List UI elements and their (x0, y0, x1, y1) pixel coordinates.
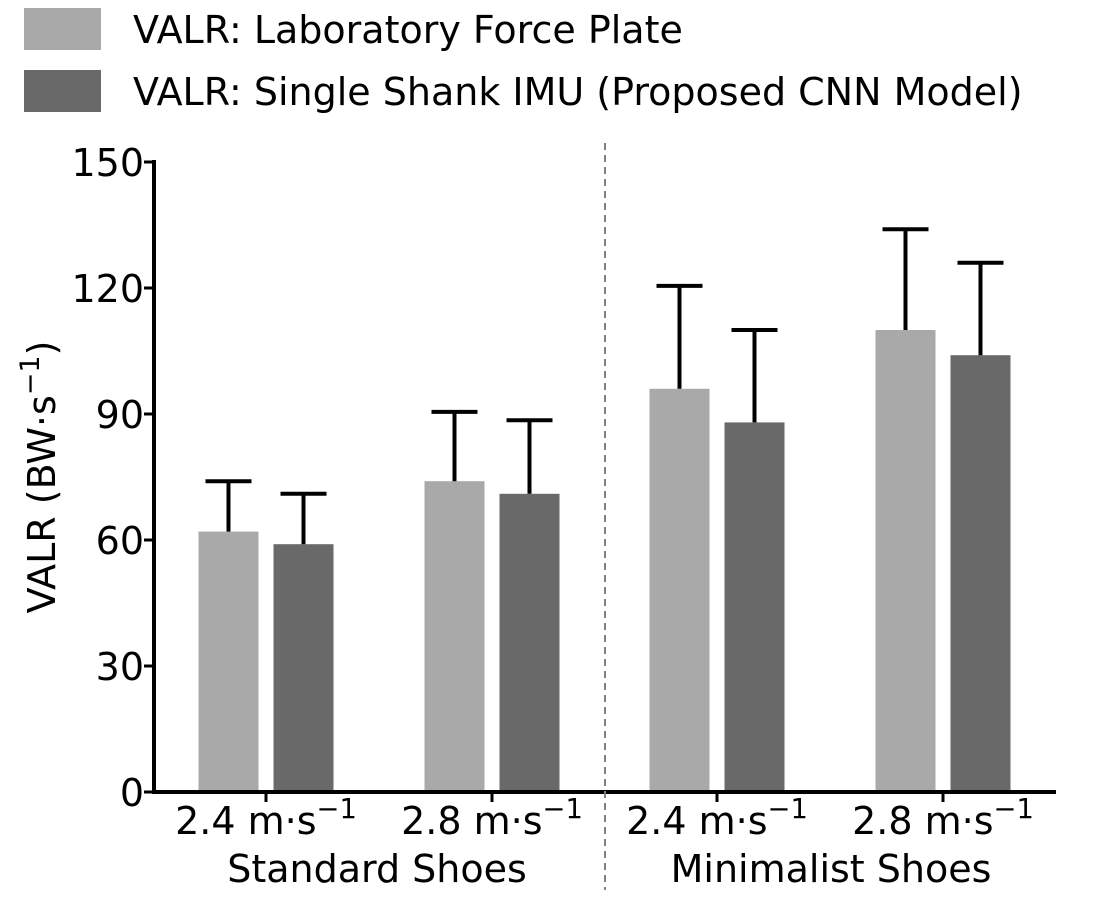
bar-s1-c2 (424, 481, 485, 792)
y-tick-label-1: 0 (120, 771, 144, 815)
x-tick-label-3: 2.4 m·s−1 (626, 794, 808, 843)
x-tick-label-3-sup: −1 (768, 794, 808, 825)
y-tick-label-6: 150 (71, 141, 144, 185)
y-tick-label-3: 60 (96, 519, 144, 563)
x-tick-label-2-text: 2.8 m·s (401, 799, 542, 843)
bar-s2-c4 (950, 355, 1011, 792)
bar-s1-c3 (649, 388, 710, 792)
x-tick-label-1-text: 2.4 m·s (175, 799, 316, 843)
y-axis-label-close: ) (20, 341, 64, 356)
group-label-minimalist: Minimalist Shoes (671, 847, 992, 891)
y-tick-label-5: 120 (71, 267, 144, 311)
y-axis-label-text: VALR (BW·s (20, 395, 64, 613)
x-tick-label-4: 2.8 m·s−1 (852, 794, 1034, 843)
y-axis-label-sup: −1 (15, 355, 46, 395)
legend: VALR: Laboratory Force Plate VALR: Single… (24, 8, 1023, 114)
group-label-standard: Standard Shoes (227, 847, 527, 891)
legend-label-2: VALR: Single Shank IMU (Proposed CNN Mod… (133, 70, 1023, 114)
legend-swatch-1 (24, 8, 101, 50)
x-tick-label-1: 2.4 m·s−1 (175, 794, 357, 843)
legend-label-1: VALR: Laboratory Force Plate (133, 8, 683, 52)
bar-s1-c1 (198, 531, 259, 792)
x-tick-label-1-sup: −1 (317, 794, 357, 825)
x-tick-label-4-text: 2.8 m·s (852, 799, 993, 843)
y-axis-label: VALR (BW·s−1) (15, 341, 64, 614)
x-tick-label-4-sup: −1 (994, 794, 1034, 825)
x-tick-label-2-sup: −1 (543, 794, 583, 825)
x-tick-label-3-text: 2.4 m·s (626, 799, 767, 843)
bar-s2-c1 (273, 544, 334, 792)
y-tick-label-2: 30 (96, 645, 144, 689)
x-tick-label-2: 2.8 m·s−1 (401, 794, 583, 843)
bar-s2-c2 (499, 493, 560, 792)
bar-s1-c4 (875, 330, 936, 792)
bar-s2-c3 (724, 422, 785, 792)
legend-swatch-2 (24, 70, 101, 112)
y-tick-label-4: 90 (96, 393, 144, 437)
